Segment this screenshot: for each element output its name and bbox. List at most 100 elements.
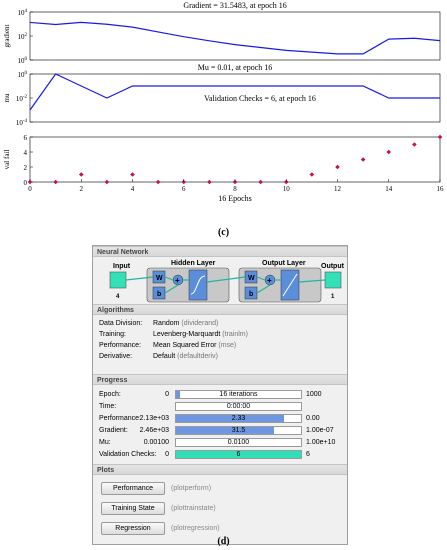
progress-min: 0.00100 — [143, 439, 169, 446]
y-tick-label: 4 — [24, 149, 28, 157]
progress-row: Epoch: 0 16 iterations 1000 — [99, 389, 343, 400]
algorithm-hint: (dividerand) — [181, 320, 219, 327]
hidden-plus: + — [175, 276, 180, 285]
output-node — [324, 271, 342, 289]
input-count: 4 — [116, 294, 120, 300]
y-tick-label: 104 — [18, 9, 28, 17]
data-point — [130, 172, 135, 177]
algorithm-hint: (trainlm) — [222, 331, 248, 338]
progress-key: Performance: — [99, 415, 142, 422]
val-fail-plot: val fail 6 4 2 00 2 4 6 8 10 12 14 16 16 Epochs — [3, 134, 444, 203]
progress-max: 1.00e+10 — [306, 439, 336, 446]
plot-title: Mu = 0.01, at epoch 16 — [198, 63, 273, 72]
data-point — [155, 179, 161, 185]
progress-bar: 31.5 — [175, 426, 302, 435]
plot-button-regression[interactable]: Regression — [101, 522, 165, 535]
y-tick-label: 10-2 — [16, 95, 28, 103]
algorithm-row: Data Division: Random (dividerand) — [99, 319, 218, 329]
progress-fill — [176, 391, 180, 398]
algorithm-value: Random — [153, 320, 180, 327]
data-point — [412, 142, 417, 147]
plot-ylabel: gradient — [3, 24, 11, 47]
data-point — [258, 179, 263, 185]
plot-button-training-state[interactable]: Training State — [101, 502, 165, 515]
plot-hint: (plottrainstate) — [171, 505, 216, 512]
progress-key: Gradient: — [99, 427, 128, 434]
progress-value: 6 — [236, 451, 241, 458]
data-point — [437, 134, 443, 140]
progress-key: Epoch: — [99, 391, 121, 398]
data-point — [53, 179, 58, 185]
input-label: Input — [113, 263, 131, 270]
algorithm-hint: (mse) — [218, 342, 237, 349]
section-neural-network: Neural Network — [93, 246, 347, 257]
hidden-layer-label: Hidden Layer — [171, 260, 216, 267]
x-tick-label: 8 — [233, 185, 237, 193]
x-tick-label: 14 — [385, 185, 393, 193]
algorithm-row: Training: Levenberg-Marquardt (trainlm) — [99, 330, 248, 340]
progress-max: 6 — [306, 451, 310, 458]
x-tick-label: 10 — [283, 185, 291, 193]
progress-bar: 0:00:00 — [175, 402, 302, 411]
mu-plot: Mu = 0.01, at epoch 16 Validation Checks … — [3, 63, 441, 127]
progress-max: 1.00e-07 — [306, 427, 334, 434]
hidden-layer-box — [146, 267, 230, 303]
plot-hint: (plotperform) — [171, 485, 212, 492]
progress-key: Mu: — [99, 439, 111, 446]
output-count: 1 — [331, 294, 335, 300]
plot-button-performance[interactable]: Performance — [101, 482, 165, 495]
series-line — [29, 73, 440, 111]
algorithm-key: Training: — [99, 331, 126, 338]
progress-row: Gradient: 2.46e+03 31.5 1.00e-07 — [99, 425, 343, 436]
x-tick-label: 0 — [28, 185, 32, 193]
algorithm-value: Default — [153, 353, 176, 360]
plot-hint: (plotregression) — [171, 525, 220, 532]
section-progress: Progress — [93, 374, 347, 385]
y-tick-label: 6 — [24, 134, 28, 142]
plot-ylabel: mu — [3, 93, 11, 102]
x-tick-label: 2 — [80, 185, 84, 193]
algorithm-key: Performance: — [99, 342, 142, 349]
y-tick-label: 0 — [24, 179, 28, 187]
section-algorithms: Algorithms — [93, 304, 347, 315]
network-diagram: Input 4 Hidden Layer W b + 10 Output Lay… — [109, 260, 345, 312]
progress-min: 0 — [165, 391, 169, 398]
hidden-w: W — [156, 275, 163, 282]
plot-frame — [29, 73, 441, 123]
progress-value: 16 iterations — [219, 391, 258, 398]
progress-min: 2.46e+03 — [139, 427, 169, 434]
progress-row: Validation Checks: 0 6 6 — [99, 449, 343, 460]
progress-fill — [176, 451, 301, 458]
data-point — [104, 179, 110, 185]
algorithm-value: Mean Squared Error — [153, 342, 217, 349]
data-point — [309, 172, 315, 177]
algorithm-row: Performance: Mean Squared Error (mse) — [99, 341, 236, 351]
sigmoid-icon — [190, 275, 206, 295]
gradient-plot: Gradient = 31.5483, at epoch 16 gradient 1… — [3, 1, 441, 65]
x-tick-label: 12 — [334, 185, 342, 193]
plot-annotation: Validation Checks = 6, at epoch 16 — [204, 94, 316, 103]
algorithm-value: Levenberg-Marquardt — [153, 331, 221, 338]
x-tick-label: 16 — [437, 185, 445, 193]
caption-c: (c) — [217, 227, 230, 238]
output-b: b — [249, 291, 253, 298]
y-tick-label: 2 — [24, 164, 28, 172]
hidden-b: b — [157, 291, 161, 298]
progress-value: 2.33 — [231, 415, 246, 422]
algorithm-row: Derivative: Default (defaultderiv) — [99, 352, 218, 362]
output-layer-box — [238, 267, 322, 303]
series-line — [29, 21, 441, 55]
progress-bar: 16 iterations — [175, 390, 302, 399]
hidden-transfer-block — [188, 269, 208, 301]
progress-bar: 2.33 — [175, 414, 302, 423]
x-tick-label: 4 — [131, 185, 135, 193]
plot-xlabel: 16 Epochs — [218, 194, 252, 203]
algorithm-hint: (defaultderiv) — [177, 353, 218, 360]
progress-value: 0.0100 — [227, 439, 250, 446]
output-layer-label: Output Layer — [262, 260, 306, 267]
plot-title: Gradient = 31.5483, at epoch 16 — [183, 1, 286, 10]
progress-fill — [176, 427, 274, 434]
algorithm-key: Derivative: — [99, 353, 133, 360]
output-label: Output — [321, 263, 345, 270]
input-node — [109, 271, 127, 289]
